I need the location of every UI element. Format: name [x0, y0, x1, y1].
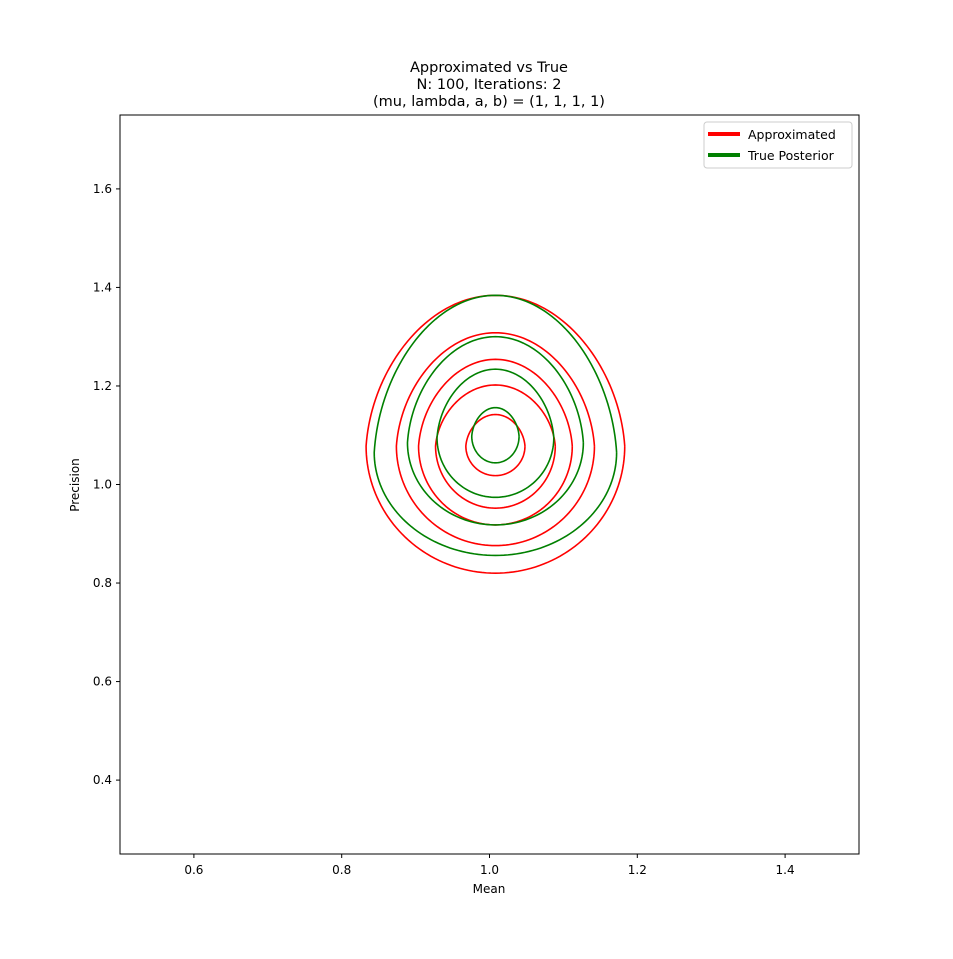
y-tick-label: 1.0 — [93, 478, 112, 492]
approximated-contour-1 — [365, 294, 626, 574]
y-tick-label: 1.2 — [93, 379, 112, 393]
x-tick-label: 0.8 — [332, 863, 351, 877]
true-posterior-contour-4 — [470, 406, 520, 464]
true-posterior-contour-1 — [373, 294, 618, 557]
y-tick-label: 1.4 — [93, 280, 112, 294]
y-tick-label: 0.4 — [93, 773, 112, 787]
x-tick-label: 1.0 — [480, 863, 499, 877]
y-tick-label: 0.8 — [93, 576, 112, 590]
approximated-contour-4 — [434, 384, 557, 509]
legend: Approximated True Posterior — [703, 121, 853, 169]
x-tick-label: 1.2 — [628, 863, 647, 877]
legend-box — [703, 121, 853, 169]
y-axis-ticks: 0.4 0.6 0.8 1.0 1.2 1.4 1.6 — [93, 182, 120, 787]
approximated-contour-2 — [395, 331, 596, 547]
legend-label-approximated: Approximated — [748, 127, 836, 142]
true-posterior-contour-2 — [406, 335, 585, 526]
true-posterior-contour-3 — [436, 368, 555, 499]
approximated-contour-5 — [465, 413, 526, 477]
y-axis-label: Precision — [68, 458, 82, 512]
x-tick-label: 0.6 — [184, 863, 203, 877]
x-axis-ticks: 0.6 0.8 1.0 1.2 1.4 — [184, 854, 795, 877]
y-tick-label: 1.6 — [93, 182, 112, 196]
contour-lines — [365, 294, 626, 574]
plot-area — [120, 115, 859, 854]
x-tick-label: 1.4 — [776, 863, 795, 877]
legend-label-true-posterior: True Posterior — [747, 148, 835, 163]
y-tick-label: 0.6 — [93, 675, 112, 689]
x-axis-label: Mean — [473, 882, 506, 896]
approximated-contour-3 — [417, 358, 574, 526]
chart-title-line-3: (mu, lambda, a, b) = (1, 1, 1, 1) — [373, 94, 605, 110]
chart-title: Approximated vs True N: 100, Iterations:… — [373, 60, 605, 110]
chart-title-line-1: Approximated vs True — [410, 60, 568, 76]
chart-title-line-2: N: 100, Iterations: 2 — [416, 77, 561, 93]
